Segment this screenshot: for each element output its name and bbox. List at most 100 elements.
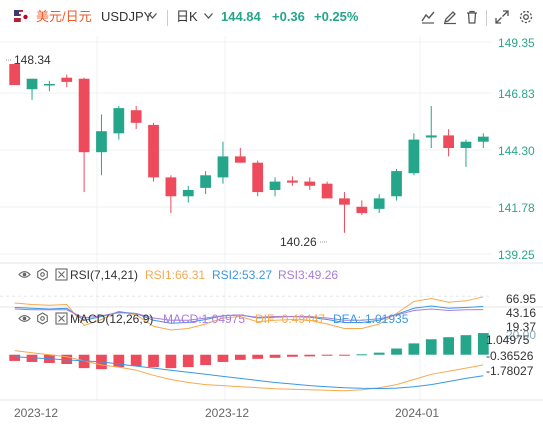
macd-hist-bar <box>443 337 454 355</box>
candle-body <box>26 78 38 90</box>
macd-label: MACD(12,26,9) <box>70 312 153 326</box>
macd-hist-bar <box>113 354 125 368</box>
candle-body <box>217 156 229 178</box>
flag-us-jp-icon <box>14 10 30 22</box>
rsi-tick: 66.95 <box>506 292 536 306</box>
dea-value: DEA:-1.01935 <box>333 312 409 326</box>
period-selector[interactable]: 日K <box>176 9 198 24</box>
macd-hist-bar <box>200 354 211 366</box>
chevron-down-icon[interactable] <box>148 13 157 19</box>
chevron-down-icon[interactable] <box>204 13 213 19</box>
price-tick: 149.35 <box>498 36 535 50</box>
macd-header: MACD(12,26,9) MACD:1.04975 DIF:-0.49447 … <box>18 312 409 326</box>
eye-icon[interactable] <box>18 315 31 322</box>
price-tick: 146.83 <box>498 87 535 101</box>
delete-icon[interactable] <box>464 9 480 25</box>
price-change: +0.36 <box>272 9 305 24</box>
candle-body <box>200 175 211 188</box>
macd-hist-bar <box>373 352 385 355</box>
low-label: 140.26 <box>280 235 317 249</box>
candle-body <box>391 171 402 197</box>
eye-icon[interactable] <box>18 271 31 278</box>
price-tick: 141.78 <box>498 201 535 215</box>
candle-body <box>321 183 333 199</box>
price-change-pct: +0.25% <box>314 9 359 24</box>
macd-hist-bar <box>287 354 298 357</box>
macd-hist-bar <box>321 354 333 356</box>
candle-body <box>477 136 489 142</box>
time-tick: 2024-01 <box>395 406 439 420</box>
candle-body <box>443 135 454 148</box>
fullscreen-icon[interactable] <box>494 9 510 25</box>
rsi-lines-layer <box>0 295 492 331</box>
candle-body <box>113 108 125 134</box>
candle-body <box>425 135 437 138</box>
candle-body <box>373 198 385 209</box>
rsi1-line <box>14 296 484 331</box>
toolbar-divider <box>486 10 487 26</box>
rsi3-value: RSI3:49.26 <box>278 268 338 282</box>
candle-body <box>339 198 350 205</box>
macd-hist-bar <box>130 354 142 367</box>
candle-body <box>408 139 420 174</box>
price-tick: 144.30 <box>498 144 535 158</box>
chart-toolbar: 美元/日元 USDJPY 日K 144.84 +0.36 +0.25% <box>0 0 543 34</box>
candle-body <box>252 162 264 193</box>
macd-hist-bar <box>425 339 437 355</box>
candle-body <box>78 78 90 153</box>
rsi-header: RSI(7,14,21) RSI1:66.31 RSI2:53.27 RSI3:… <box>18 268 338 282</box>
dif-line <box>14 350 484 392</box>
candle-body <box>269 181 281 190</box>
macd-value: MACD:1.04975 <box>163 312 245 326</box>
candlestick-chart[interactable]: 149.35 146.83 144.30 141.78 139.25 148.3… <box>0 34 543 428</box>
macd-hist-bar <box>26 354 38 362</box>
close-icon[interactable] <box>55 268 68 281</box>
chart-grid <box>0 36 543 401</box>
candle-body <box>130 110 142 123</box>
macd-tick: -0.36526 <box>486 349 534 363</box>
toolbar-divider <box>167 10 168 26</box>
candle-body <box>9 64 21 86</box>
draw-icon[interactable] <box>442 9 458 25</box>
settings-icon[interactable] <box>37 268 48 281</box>
settings-icon[interactable] <box>37 312 48 325</box>
rsi1-value: RSI1:66.31 <box>145 268 205 282</box>
candle-body <box>165 177 177 197</box>
candle-body <box>234 156 246 163</box>
macd-hist-bar <box>269 354 281 358</box>
candle-body <box>460 141 472 148</box>
rsi2-value: RSI2:53.27 <box>212 268 272 282</box>
macd-hist-bar <box>460 335 472 355</box>
macd-hist-bar <box>356 354 368 356</box>
price-tick: 139.25 <box>498 248 535 262</box>
rsi-tick: 20.00 <box>506 328 536 342</box>
macd-hist-bar <box>391 348 402 355</box>
macd-hist-bar <box>304 354 316 357</box>
candle-body <box>96 131 107 153</box>
candle-body <box>287 180 298 183</box>
macd-hist-bar <box>165 354 177 369</box>
candle-body <box>182 189 194 197</box>
candles-layer <box>9 63 489 233</box>
dea-line <box>14 356 484 390</box>
rsi-label: RSI(7,14,21) <box>70 268 138 282</box>
pair-label[interactable]: 美元/日元 <box>36 9 92 24</box>
macd-hist-bar <box>252 354 264 359</box>
settings-icon[interactable] <box>518 9 534 25</box>
candle-body <box>44 83 55 86</box>
macd-tick: 1.04975 <box>486 333 530 347</box>
macd-hist-bar <box>78 354 90 369</box>
rsi-tick: 43.16 <box>506 306 536 320</box>
macd-hist-bar <box>339 354 350 356</box>
macd-hist-bar <box>61 354 73 364</box>
macd-hist-bar <box>234 354 246 360</box>
macd-hist-bar <box>217 354 229 362</box>
symbol-label[interactable]: USDJPY <box>101 9 153 24</box>
candle-body <box>356 206 368 214</box>
dif-value: DIF:-0.49447 <box>255 312 325 326</box>
last-price: 144.84 <box>221 9 261 24</box>
macd-hist-bar <box>477 333 489 355</box>
indicator-icon[interactable] <box>420 9 436 25</box>
close-icon[interactable] <box>55 312 68 325</box>
macd-layer <box>9 333 489 392</box>
